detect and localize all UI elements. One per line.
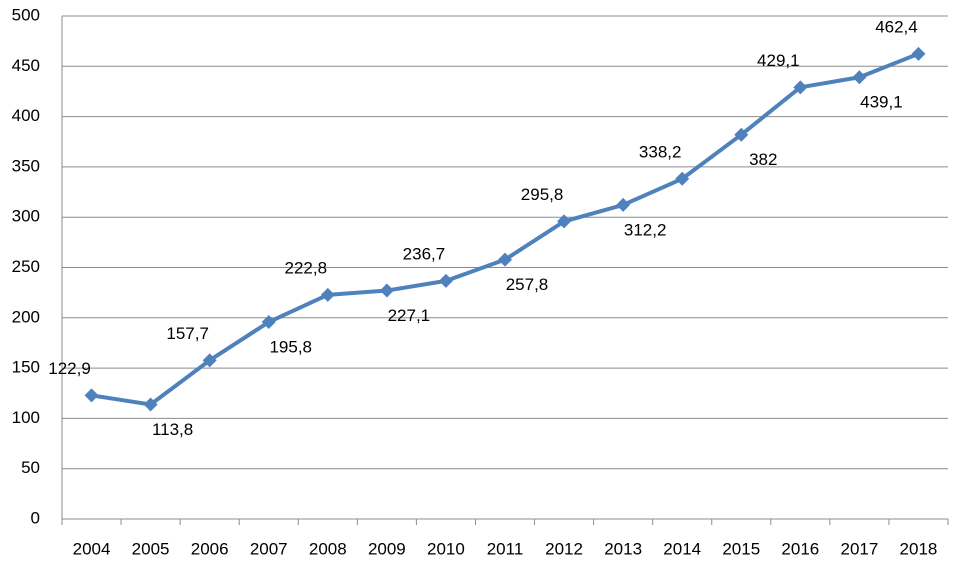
x-tick-label: 2018	[900, 539, 938, 558]
y-tick-label: 200	[12, 307, 40, 326]
y-tick-label: 350	[12, 156, 40, 175]
y-tick-label: 100	[12, 408, 40, 427]
marker	[911, 46, 926, 61]
data-label: 157,7	[166, 324, 209, 343]
x-tick-label: 2014	[663, 539, 701, 558]
x-tick-label: 2013	[604, 539, 642, 558]
data-label: 236,7	[403, 244, 446, 263]
line	[91, 51, 920, 407]
x-tick-label: 2009	[368, 539, 406, 558]
marker	[84, 388, 99, 403]
data-label: 338,2	[639, 142, 682, 161]
x-tick-label: 2005	[132, 539, 170, 558]
y-tick-label: 250	[12, 257, 40, 276]
marker	[261, 315, 276, 330]
x-tick-label: 2011	[487, 539, 524, 558]
x-tick-label: 2016	[781, 539, 819, 558]
data-label: 382	[749, 150, 777, 169]
x-tick-label: 2008	[309, 539, 347, 558]
x-tick-label: 2017	[840, 539, 878, 558]
y-tick-label: 50	[21, 458, 40, 477]
y-tick-label: 300	[12, 207, 40, 226]
marker	[675, 171, 690, 186]
data-label: 227,1	[388, 306, 431, 325]
marker	[438, 273, 453, 288]
data-label: 462,4	[875, 17, 918, 36]
marker	[852, 70, 867, 85]
data-label: 122,9	[48, 359, 91, 378]
marker	[202, 353, 217, 368]
data-label: 429,1	[757, 51, 800, 70]
data-label: 312,2	[624, 220, 667, 239]
x-tick-label: 2007	[250, 539, 288, 558]
x-tick-label: 2010	[427, 539, 465, 558]
x-tick-label: 2012	[545, 539, 583, 558]
marker	[734, 127, 749, 142]
y-tick-label: 150	[12, 358, 40, 377]
data-label: 195,8	[269, 338, 312, 357]
x-tick-label: 2004	[73, 539, 111, 558]
marker	[793, 80, 808, 95]
data-label: 222,8	[285, 258, 328, 277]
x-tick-label: 2006	[191, 539, 229, 558]
marker	[379, 283, 394, 298]
data-label: 257,8	[506, 275, 549, 294]
x-tick-label: 2015	[722, 539, 760, 558]
marker	[320, 287, 335, 302]
y-tick-label: 450	[12, 56, 40, 75]
y-tick-label: 500	[12, 5, 40, 24]
marker	[498, 252, 512, 267]
data-label: 113,8	[152, 420, 193, 439]
y-tick-label: 0	[31, 508, 40, 527]
y-tick-label: 400	[12, 106, 40, 125]
marker	[143, 397, 158, 412]
marker	[616, 197, 631, 212]
data-label: 295,8	[521, 185, 564, 204]
data-label: 439,1	[860, 93, 903, 112]
marker	[557, 214, 572, 229]
